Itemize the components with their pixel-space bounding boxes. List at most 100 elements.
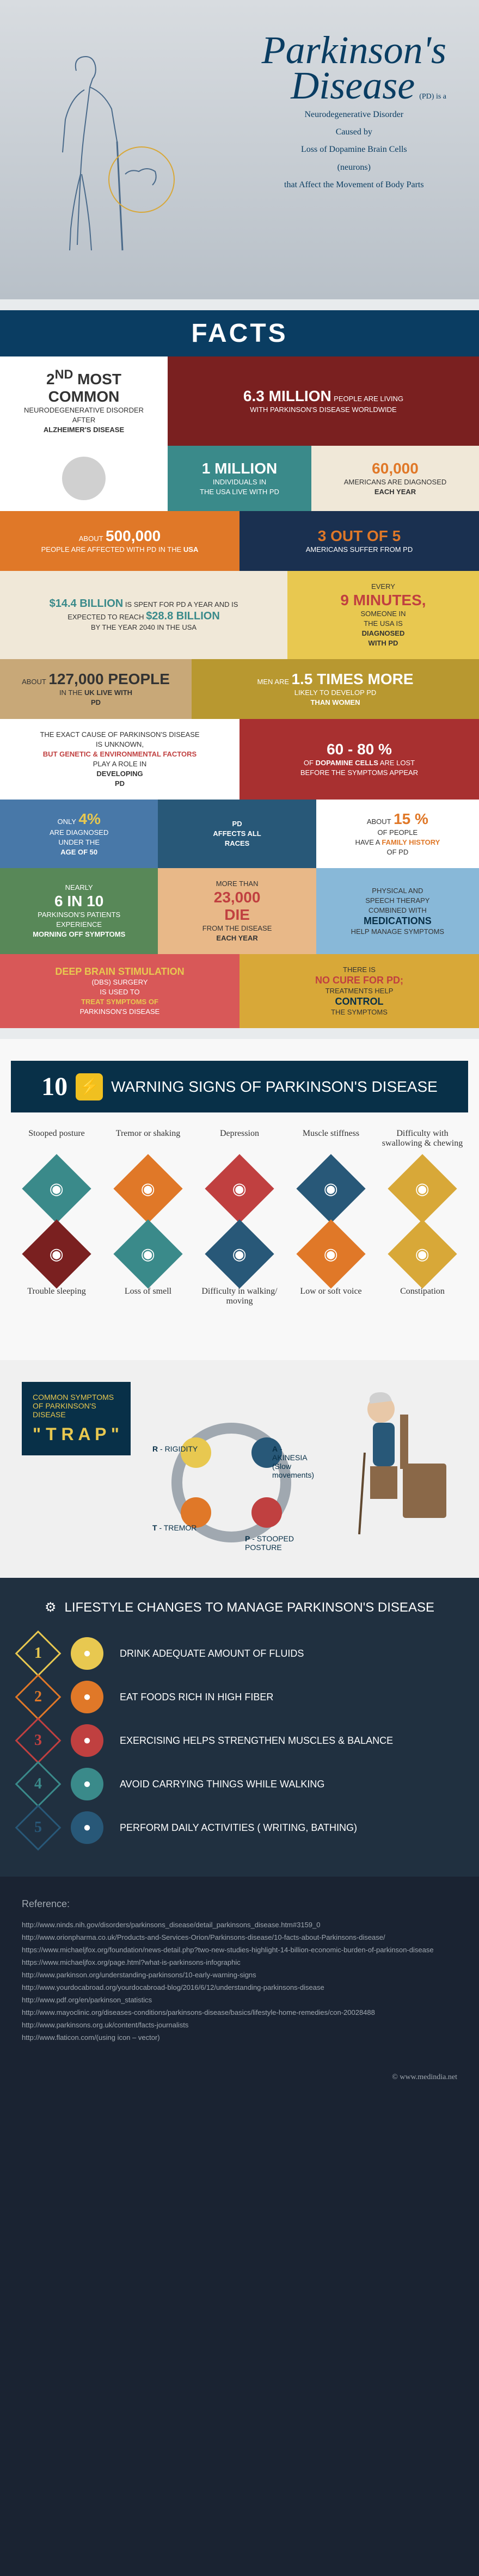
ref-list: http://www.ninds.nih.gov/disorders/parki… (22, 1921, 457, 2042)
references-section: Reference: http://www.ninds.nih.gov/diso… (0, 1877, 479, 2068)
sign-diamond: ◉ (296, 1154, 365, 1224)
lifestyle-text: EXERCISING HELPS STRENGTHEN MUSCLES & BA… (120, 1735, 457, 1747)
sign-item: Difficulty with swallowing & chewing ◉ (382, 1129, 463, 1213)
fact-row: NEARLY6 IN 10PARKINSON'S PATIENTSEXPERIE… (0, 868, 479, 954)
infographic-container: Parkinson's Disease (PD) is a Neurodegen… (0, 0, 479, 2087)
sign-item: Depression ◉ (199, 1129, 280, 1213)
fact-box: DEEP BRAIN STIMULATION(DBS) SURGERYIS US… (0, 954, 240, 1028)
lifestyle-item: 1●DRINK ADEQUATE AMOUNT OF FLUIDS (22, 1637, 457, 1670)
facts-grid: 2ND MOST COMMONNEURODEGENERATIVE DISORDE… (0, 356, 479, 1028)
elderly-figure-illustration (33, 44, 185, 261)
facts-title: FACTS (0, 310, 479, 356)
ref-item: http://www.pdf.org/en/parkinson_statisti… (22, 1996, 457, 2004)
lifestyle-number: 4 (15, 1761, 62, 1807)
ref-item: http://www.mayoclinic.org/diseases-condi… (22, 2008, 457, 2016)
lifestyle-item: 2●EAT FOODS RICH IN HIGH FIBER (22, 1681, 457, 1713)
warning-title: WARNING SIGNS OF PARKINSON'S DISEASE (111, 1078, 438, 1096)
sign-icon: ◉ (141, 1179, 155, 1198)
ref-item: http://www.parkinson.org/understanding-p… (22, 1971, 457, 1979)
lifestyle-icon: ● (71, 1768, 103, 1800)
title-line2: Disease (291, 68, 415, 103)
gear-icon: ⚙ (45, 1600, 57, 1615)
lifestyle-text: PERFORM DAILY ACTIVITIES ( WRITING, BATH… (120, 1822, 457, 1834)
fact-box: THE EXACT CAUSE OF PARKINSON'S DISEASEIS… (0, 719, 240, 800)
sign-item: ◉Trouble sleeping (16, 1229, 97, 1322)
fact-box: ABOUT 15 %OF PEOPLEHAVE A FAMILY HISTORY… (316, 800, 479, 868)
sign-diamond: ◉ (22, 1154, 91, 1224)
fact-box: 60,000AMERICANS ARE DIAGNOSEDEACH YEAR (311, 446, 479, 511)
ref-item: http://www.yourdocabroad.org/yourdocabro… (22, 1983, 457, 1991)
sign-icon: ◉ (324, 1179, 338, 1198)
fact-box: 6.3 MILLION PEOPLE ARE LIVINGWITH PARKIN… (168, 356, 479, 446)
fact-row: ABOUT 500,000PEOPLE ARE AFFECTED WITH PD… (0, 511, 479, 571)
sign-label: Depression (199, 1129, 280, 1156)
sign-label: Tremor or shaking (107, 1129, 189, 1156)
lifestyle-icon: ● (71, 1637, 103, 1670)
lifestyle-number: 5 (15, 1805, 62, 1851)
fact-row: THE EXACT CAUSE OF PARKINSON'S DISEASEIS… (0, 719, 479, 800)
sign-item: Stooped posture◉ (16, 1129, 97, 1213)
sign-label: Muscle stiffness (290, 1129, 372, 1156)
lifestyle-title: LIFESTYLE CHANGES TO MANAGE PARKINSON'S … (65, 1600, 434, 1615)
fact-box: $14.4 BILLION IS SPENT FOR PD A YEAR AND… (0, 571, 287, 659)
header-sub3: Loss of Dopamine Brain Cells (262, 144, 446, 156)
header-sub1: Neurodegenerative Disorder (262, 109, 446, 121)
fact-row: $14.4 BILLION IS SPENT FOR PD A YEAR AND… (0, 571, 479, 659)
ref-item: https://www.michaeljfox.org/foundation/n… (22, 1946, 457, 1954)
sign-item: ◉Difficulty in walking/ moving (199, 1229, 280, 1322)
trap-p: P - STOOPED POSTURE (245, 1534, 299, 1552)
sign-label: Constipation (382, 1287, 463, 1314)
ref-title: Reference: (22, 1898, 457, 1910)
sign-label: Stooped posture (16, 1129, 97, 1156)
sign-icon: ◉ (415, 1179, 429, 1198)
warning-section: 10 ⚡ WARNING SIGNS OF PARKINSON'S DISEAS… (0, 1039, 479, 1360)
facts-section: FACTS 2ND MOST COMMONNEURODEGENERATIVE D… (0, 299, 479, 1039)
lifestyle-icon: ● (71, 1724, 103, 1757)
lifestyle-text: DRINK ADEQUATE AMOUNT OF FLUIDS (120, 1648, 457, 1659)
lifestyle-header: ⚙ LIFESTYLE CHANGES TO MANAGE PARKINSON'… (22, 1600, 457, 1615)
fact-row: DEEP BRAIN STIMULATION(DBS) SURGERYIS US… (0, 954, 479, 1028)
fact-box: 3 OUT OF 5AMERICANS SUFFER FROM PD (240, 511, 479, 571)
fact-row: ABOUT 127,000 PEOPLEIN THE UK LIVE WITHP… (0, 659, 479, 719)
footer-attribution: © www.medindia.net (0, 2068, 479, 2087)
trap-section: COMMON SYMPTOMS OF PARKINSON'S DISEASE "… (0, 1360, 479, 1578)
sign-item: Tremor or shaking ◉ (107, 1129, 189, 1213)
header-section: Parkinson's Disease (PD) is a Neurodegen… (0, 0, 479, 299)
fact-box: ABOUT 500,000PEOPLE ARE AFFECTED WITH PD… (0, 511, 240, 571)
sign-item: ◉ Low or soft voice (290, 1229, 372, 1322)
header-sub5: that Affect the Movement of Body Parts (262, 179, 446, 191)
fact-row: ONLY 4%ARE DIAGNOSEDUNDER THEAGE OF 50PD… (0, 800, 479, 868)
trap-r: R - RIGIDITY (152, 1444, 198, 1453)
trap-a: A - AKINESIA (Slow movements) (272, 1444, 314, 1479)
trap-badge-word: " T R A P " (33, 1424, 120, 1444)
warning-triangle-icon: ⚡ (76, 1073, 103, 1101)
sign-label: Low or soft voice (290, 1287, 372, 1314)
lifestyle-section: ⚙ LIFESTYLE CHANGES TO MANAGE PARKINSON'… (0, 1578, 479, 1877)
sign-icon: ◉ (324, 1245, 338, 1264)
sign-icon: ◉ (50, 1245, 64, 1264)
sign-icon: ◉ (232, 1179, 247, 1198)
warning-num: 10 (41, 1072, 67, 1102)
ref-item: https://www.michaeljfox.org/page.html?wh… (22, 1958, 457, 1966)
sign-diamond: ◉ (205, 1154, 274, 1224)
sign-label: Difficulty in walking/ moving (199, 1287, 280, 1314)
fact-box: NEARLY6 IN 10PARKINSON'S PATIENTSEXPERIE… (0, 868, 158, 954)
trap-badge-title: COMMON SYMPTOMS OF PARKINSON'S DISEASE (33, 1393, 120, 1419)
sign-item: ◉Loss of smell (107, 1229, 189, 1322)
fact-box: PDAFFECTS ALLRACES (158, 800, 316, 868)
trap-badge: COMMON SYMPTOMS OF PARKINSON'S DISEASE "… (22, 1382, 131, 1455)
fact-box: 60 - 80 %OF DOPAMINE CELLS ARE LOSTBEFOR… (240, 719, 479, 800)
ref-item: http://www.flaticon.com/(using icon – ve… (22, 2033, 457, 2042)
sign-item: ◉Constipation (382, 1229, 463, 1322)
sign-label: Difficulty with swallowing & chewing (382, 1129, 463, 1156)
lifestyle-item: 3●EXERCISING HELPS STRENGTHEN MUSCLES & … (22, 1724, 457, 1757)
fact-box: THERE ISNO CURE FOR PD;TREATMENTS HELPCO… (240, 954, 479, 1028)
sign-icon: ◉ (141, 1245, 155, 1264)
ref-item: http://www.orionpharma.co.uk/Products-an… (22, 1933, 457, 1941)
fact-box: MORE THAN23,000DIEFROM THE DISEASEEACH Y… (158, 868, 316, 954)
fact-box: ONLY 4%ARE DIAGNOSEDUNDER THEAGE OF 50 (0, 800, 158, 868)
elderly-chair-illustration (348, 1382, 457, 1545)
header-title-block: Parkinson's Disease (PD) is a Neurodegen… (262, 33, 446, 192)
lifestyle-icon: ● (71, 1811, 103, 1844)
fact-box: MEN ARE 1.5 TIMES MORELIKELY TO DEVELOP … (192, 659, 479, 719)
